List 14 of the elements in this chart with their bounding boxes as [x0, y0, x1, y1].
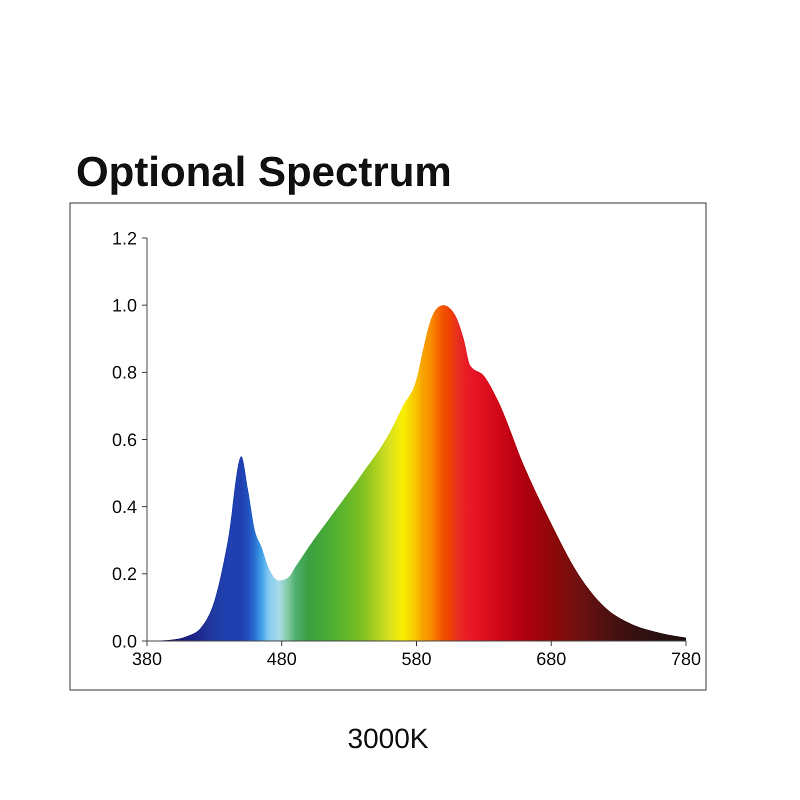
y-tick-label: 1.2 — [112, 228, 137, 248]
y-tick-label: 0.8 — [112, 362, 137, 383]
chart-title: Optional Spectrum — [76, 148, 452, 195]
y-tick-label: 0.4 — [112, 496, 137, 517]
x-tick-label: 580 — [401, 649, 432, 669]
y-tick-label: 0.2 — [112, 564, 137, 584]
text: 3000K — [348, 723, 429, 754]
x-tick-label: 480 — [266, 649, 297, 669]
y-tick-label: 0.6 — [112, 430, 137, 450]
y-tick-label: 1.0 — [112, 295, 137, 316]
x-tick-label: 780 — [670, 649, 702, 669]
x-tick-label: 380 — [132, 649, 162, 669]
y-tick-label: 0.0 — [112, 631, 137, 652]
x-tick-label: 680 — [536, 649, 566, 669]
